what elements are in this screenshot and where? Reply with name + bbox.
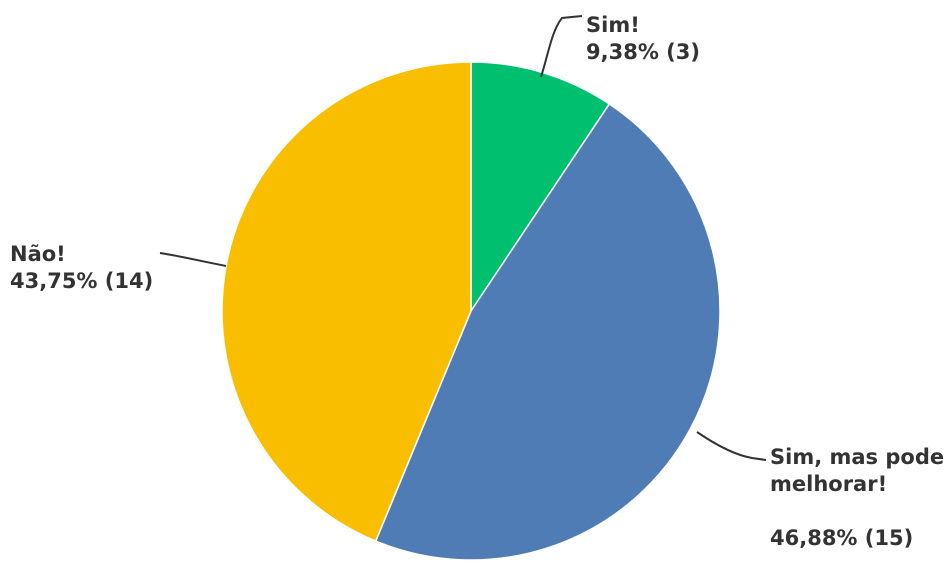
slice-nao: [221, 61, 472, 543]
leader-line-nao: [159, 252, 227, 267]
label-nao-percent: 43,75% (14): [10, 269, 154, 293]
label-sim-mas-line2: melhorar!: [770, 472, 888, 496]
leader-line-sim: [540, 15, 583, 78]
label-nao-name: Não!: [10, 242, 66, 266]
label-sim: Sim! 9,38% (3): [586, 12, 700, 66]
label-nao: Não! 43,75% (14): [10, 241, 153, 295]
label-sim-mas-line1: Sim, mas pode: [770, 445, 945, 469]
label-sim-name: Sim!: [586, 13, 640, 37]
leader-line-sim-mas-pode-melhorar: [696, 431, 767, 461]
label-sim-mas-pode-melhorar: Sim, mas pode melhorar! 46,88% (15): [770, 444, 944, 552]
label-sim-mas-percent: 46,88% (15): [770, 526, 914, 550]
slice-sim-mas-pode-melhorar: [374, 102, 721, 561]
label-sim-percent: 9,38% (3): [586, 40, 700, 64]
